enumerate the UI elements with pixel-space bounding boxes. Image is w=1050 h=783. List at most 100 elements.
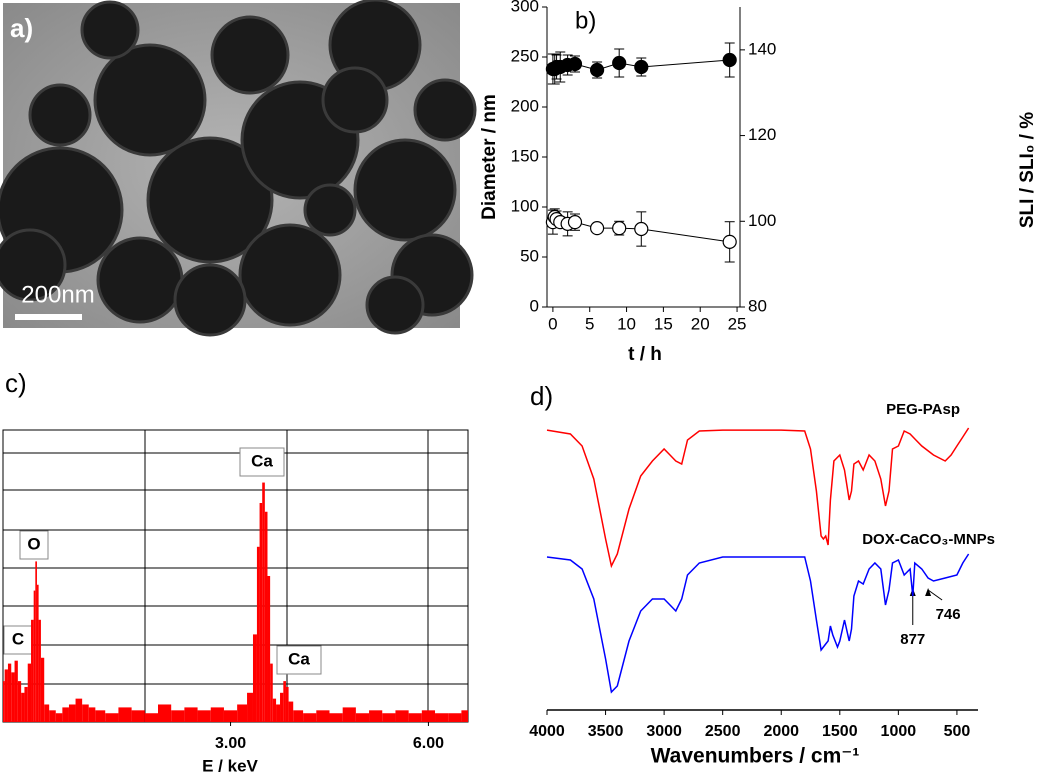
peak-label-box	[19, 530, 49, 560]
spectrum-bar	[184, 707, 198, 722]
spectrum-bar	[14, 660, 18, 722]
spectrum-bar	[7, 663, 12, 722]
spectrum-bar	[49, 710, 56, 722]
x-tick-label: 2500	[705, 723, 741, 740]
spectrum-bar	[223, 710, 238, 722]
y-tick-label: 150	[511, 146, 539, 165]
marker	[567, 56, 583, 72]
tem-image	[0, 0, 477, 337]
spectrum-bar	[17, 681, 22, 722]
spectrum-bar	[421, 710, 436, 722]
spectrum-bar	[118, 707, 132, 722]
spectrum-bar	[36, 584, 39, 722]
spectrum-bar	[247, 692, 253, 722]
x-tick-label: 3500	[588, 723, 624, 740]
x-tick-label: 15	[654, 314, 673, 333]
spectrum-bar	[158, 704, 172, 722]
x-tick-label: 1500	[822, 723, 858, 740]
spectrum-bar	[259, 503, 263, 722]
scale-bar	[15, 314, 82, 320]
panel-label: b)	[575, 7, 596, 34]
spectrum-bar	[4, 669, 8, 722]
spectrum-bar	[264, 511, 268, 722]
spectrum-bar	[435, 713, 449, 722]
spectrum-bar	[144, 713, 158, 722]
spectrum-bar	[303, 713, 317, 722]
panel-label: c)	[5, 368, 27, 398]
annotation-label: 877	[900, 631, 925, 648]
y2-tick-label: 120	[748, 125, 776, 144]
peak-label-box	[3, 625, 33, 655]
y-tick-label: 50	[520, 246, 539, 265]
spectrum-bar	[210, 707, 224, 722]
marker	[634, 221, 649, 237]
spectrum-bar	[448, 713, 462, 722]
annotation-arrowhead	[925, 588, 932, 596]
spectrum-bar	[270, 663, 273, 722]
peak-label: Ca	[251, 451, 273, 470]
scale-bar-label: 200nm	[21, 281, 94, 308]
y-tick-label: 0	[530, 296, 539, 315]
spectrum-bar	[355, 713, 370, 722]
spectrum-bar	[105, 713, 119, 722]
spectrum-bar	[35, 561, 37, 722]
x-tick-label: 3000	[646, 723, 682, 740]
edx-frame	[2, 429, 469, 723]
spectrum-bar	[256, 546, 260, 722]
peak-label: C	[12, 629, 24, 648]
spectrum-bar	[272, 698, 277, 722]
marker	[612, 55, 627, 71]
spectrum-bar	[38, 619, 41, 722]
spectrum-bar	[75, 698, 83, 722]
spectrum-bar	[44, 704, 50, 722]
spectrum-bar	[3, 681, 5, 722]
spectrum-bar	[252, 634, 257, 722]
spectrum-bar	[369, 710, 383, 722]
spectrum-bar	[171, 710, 185, 722]
spectrum-bar	[21, 692, 25, 722]
x-tick-label: 5	[585, 314, 594, 333]
spectrum-bar	[285, 686, 289, 722]
spectrum-bar	[88, 707, 96, 722]
y2-axis-label: SLI / SLI₀ / %	[1017, 112, 1038, 228]
x-tick-label: 25	[728, 314, 747, 333]
y2-tick-label: 100	[748, 211, 776, 230]
spectrum-bar	[33, 590, 36, 722]
spectrum-bar	[11, 672, 15, 722]
x-tick-label: 4000	[529, 723, 565, 740]
marker	[589, 221, 605, 236]
marker	[589, 62, 605, 78]
y-tick-label: 200	[511, 96, 539, 115]
x-tick-label: 1000	[881, 723, 917, 740]
spectrum-bar	[24, 686, 28, 722]
spectrum-bar	[131, 710, 145, 722]
spectrum-bar	[95, 710, 106, 722]
spectrum-bar	[395, 710, 409, 722]
x-axis-label: Wavenumbers / cm⁻¹	[651, 745, 860, 768]
y-tick-label: 250	[511, 46, 539, 65]
y-axis-label: Diameter / nm	[479, 94, 500, 220]
series-line	[546, 427, 970, 569]
series-label: PEG-PAsp	[886, 401, 960, 418]
spectrum-bar	[237, 704, 248, 722]
marker	[722, 234, 737, 249]
x-tick-label: 500	[944, 723, 971, 740]
x-tick-label: 20	[691, 314, 710, 333]
marker	[567, 215, 583, 230]
spectrum-bar	[276, 704, 281, 722]
spectrum-bar	[280, 692, 284, 722]
spectrum-bar	[329, 713, 343, 722]
annotation-label: 746	[936, 606, 961, 623]
y2-tick-label: 140	[748, 39, 776, 58]
spectrum-bar	[68, 704, 76, 722]
panel-label: a)	[10, 13, 33, 43]
peak-label: Ca	[288, 649, 310, 668]
spectrum-bar	[62, 707, 69, 722]
spectrum-bar	[197, 710, 211, 722]
x-axis-label: E / keV	[202, 756, 258, 775]
x-axis-label: t / h	[628, 344, 662, 365]
x-tick-label: 6.00	[413, 735, 444, 752]
peak-label-box	[276, 645, 322, 675]
